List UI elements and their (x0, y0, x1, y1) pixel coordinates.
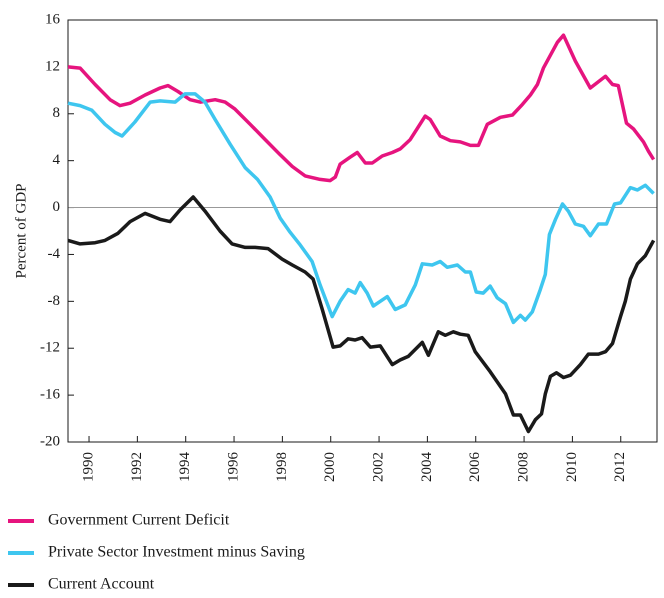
plot-frame (67, 19, 658, 443)
x-tick-label: 2008 (516, 452, 532, 482)
y-axis-label: Percent of GDP (13, 184, 29, 279)
x-tick-label: 2010 (564, 452, 580, 482)
y-tick-label: -16 (40, 387, 60, 403)
x-tick-label: 1994 (177, 452, 193, 483)
legend-label: Government Current Deficit (48, 512, 230, 529)
x-tick-label: 1998 (274, 452, 290, 482)
y-tick-label: -20 (40, 433, 60, 449)
y-tick-label: 0 (53, 199, 61, 215)
x-tick-label: 2006 (467, 452, 483, 483)
legend-label: Private Sector Investment minus Saving (48, 544, 305, 561)
series-line (67, 195, 656, 434)
y-tick-label: 12 (45, 58, 60, 74)
x-tick-label: 2002 (370, 452, 386, 482)
x-tick-label: 2012 (612, 452, 628, 482)
y-tick-label: -8 (48, 293, 61, 309)
y-tick-label: -4 (48, 246, 61, 262)
y-tick-label: 8 (53, 105, 61, 121)
x-tick-label: 1992 (129, 452, 145, 482)
x-tick-label: 1990 (80, 452, 96, 482)
y-tick-label: 4 (53, 152, 61, 168)
x-tick-label: 1996 (225, 452, 241, 483)
y-tick-label: 16 (45, 11, 61, 27)
legend-label: Current Account (48, 576, 155, 593)
series-line (67, 33, 656, 183)
y-tick-label: -12 (40, 340, 60, 356)
x-tick-label: 2000 (322, 452, 338, 482)
x-tick-label: 2004 (419, 452, 435, 483)
series-line (67, 92, 655, 325)
